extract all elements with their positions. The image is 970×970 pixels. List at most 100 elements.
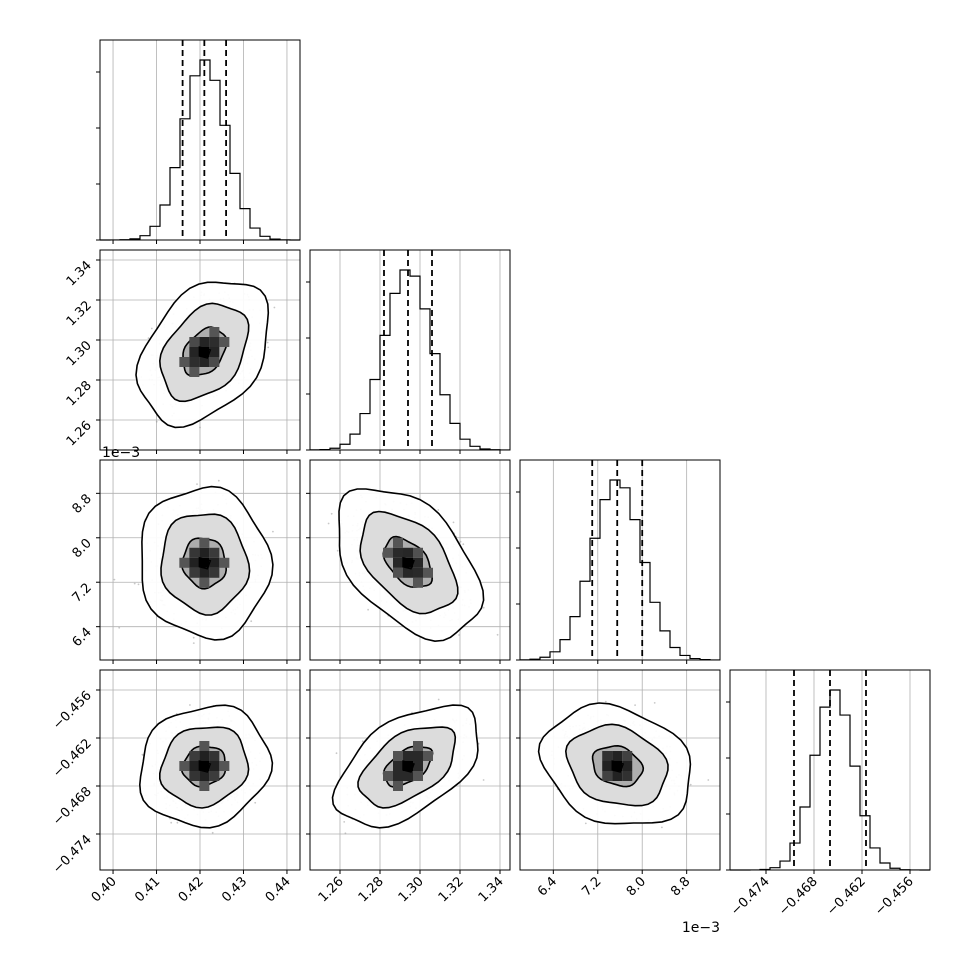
density-cell — [209, 771, 220, 781]
histogram-1 — [310, 250, 510, 451]
density-cell — [209, 327, 220, 337]
density-cell — [413, 547, 423, 558]
density-cell — [209, 337, 220, 347]
density-cell — [189, 337, 200, 347]
x-ticks-1-1 — [339, 450, 501, 454]
sample-point — [250, 620, 253, 623]
y-ticks-2-0: 6.47.28.08.8 — [70, 492, 100, 650]
density-cell — [393, 557, 403, 568]
density-cell — [209, 557, 220, 568]
density-cell — [393, 547, 403, 558]
diag-yticks-1 — [306, 281, 310, 451]
corner-panels: 1.261.281.301.321.346.47.28.08.80.40 0.41… — [50, 39, 931, 936]
density-cell — [413, 567, 423, 578]
density-cell — [199, 357, 210, 367]
sample-point — [273, 306, 276, 309]
y-tick-label: 1.34 — [64, 258, 95, 289]
density-cell — [199, 577, 210, 588]
x-tick-label: 0.43 — [219, 874, 250, 905]
sample-point — [170, 821, 173, 824]
x-tick-label: 0.44 — [263, 874, 294, 905]
sample-point — [147, 337, 150, 339]
sample-point — [330, 512, 333, 515]
density-cell — [199, 347, 210, 357]
density-cell — [209, 357, 220, 367]
contour-core — [198, 346, 212, 359]
sample-point — [482, 779, 485, 781]
density-cell — [219, 557, 230, 568]
density-cell — [199, 547, 210, 558]
y-tick-label: 1.28 — [64, 378, 95, 409]
panel-frame — [309, 249, 511, 451]
density-cell — [199, 751, 210, 761]
density-cell — [209, 347, 220, 357]
density-core — [179, 327, 230, 377]
y-tick-label: −0.456 — [50, 688, 95, 733]
scatter-2-0 — [113, 479, 274, 644]
density-cell — [393, 567, 403, 578]
density-cell — [189, 771, 200, 781]
sample-point — [482, 606, 485, 609]
sample-point — [141, 753, 144, 756]
density-cell — [199, 337, 210, 347]
x-ticks-2-1 — [339, 660, 501, 664]
x-tick-label: 0.40 — [89, 874, 120, 905]
density-cell — [209, 761, 220, 771]
density-cell — [199, 781, 210, 791]
y-ticks-2-1 — [306, 492, 310, 628]
histogram-0 — [100, 40, 300, 241]
sample-point — [459, 540, 462, 543]
sample-point — [199, 426, 201, 429]
density-cell — [199, 537, 210, 548]
sample-point — [217, 479, 220, 482]
sample-point — [155, 420, 158, 423]
sample-point — [113, 578, 116, 581]
y-tick-label: 7.2 — [70, 580, 95, 605]
panel-bg — [520, 460, 720, 660]
sample-point — [192, 636, 195, 639]
y-tick-label: 1.32 — [64, 298, 95, 329]
density-cell — [403, 547, 413, 558]
density-cell — [209, 567, 220, 578]
sample-point — [327, 522, 330, 525]
density-cell — [189, 761, 200, 771]
x-tick-label: 0.42 — [176, 874, 207, 905]
y-tick-label: −0.474 — [50, 832, 95, 877]
sample-point — [367, 608, 369, 611]
sample-point — [336, 549, 339, 552]
sample-point — [458, 634, 460, 636]
x-ticks-2-2 — [552, 660, 688, 664]
y-tick-label: 1.26 — [64, 418, 95, 449]
sample-point — [462, 543, 465, 546]
density-cell — [219, 761, 230, 771]
density-cell — [179, 557, 190, 568]
density-cell — [209, 751, 220, 761]
y-tick-label: 8.0 — [70, 536, 95, 561]
sample-point — [437, 509, 440, 511]
density-cell — [189, 567, 200, 578]
density-cell — [189, 347, 200, 357]
sample-point — [267, 346, 270, 349]
diag-yticks-2 — [516, 491, 520, 661]
sample-point — [452, 521, 455, 524]
panel-bg — [310, 250, 510, 450]
x-ticks-0-0 — [112, 240, 288, 244]
density-cell — [179, 761, 190, 771]
x-ticks-3-0: 0.40 0.41 0.42 0.43 0.44 — [89, 870, 294, 905]
density-cell — [189, 367, 200, 377]
sample-point — [266, 341, 269, 344]
y-ticks-3-0: −0.474−0.468−0.462−0.456 — [50, 688, 100, 877]
density-cell — [189, 751, 200, 761]
histogram-steps — [100, 59, 300, 241]
density-cell — [189, 357, 200, 367]
sample-point — [496, 633, 499, 636]
density-cell — [179, 357, 190, 367]
sample-point — [272, 530, 274, 533]
density-cell — [393, 537, 403, 548]
scatter-1-0 — [135, 281, 276, 429]
sample-point — [211, 831, 214, 834]
histogram-steps — [310, 269, 510, 451]
sample-point — [192, 642, 195, 644]
sample-point — [137, 583, 140, 586]
sample-point — [133, 582, 136, 585]
